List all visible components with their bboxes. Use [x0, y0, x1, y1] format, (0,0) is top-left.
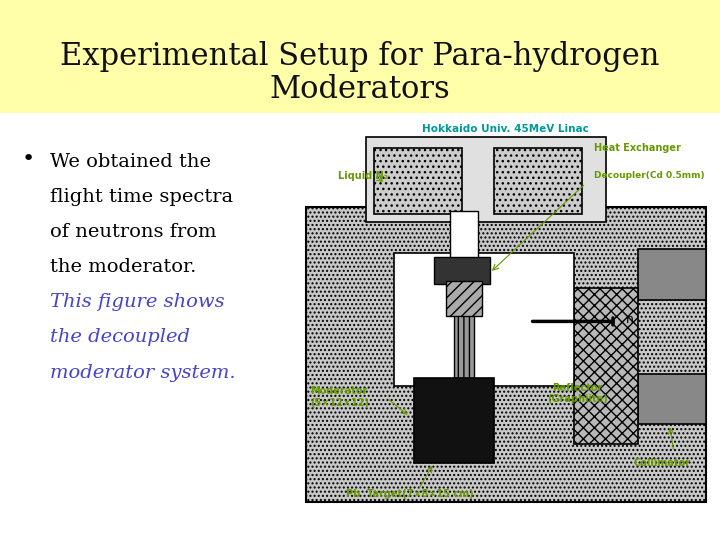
- Text: •: •: [22, 149, 35, 170]
- Text: Experimental Setup for Para-hydrogen: Experimental Setup for Para-hydrogen: [60, 41, 660, 72]
- Bar: [446, 281, 482, 315]
- Bar: [638, 374, 706, 424]
- Text: the decoupled: the decoupled: [50, 328, 190, 347]
- Bar: [306, 207, 706, 502]
- Bar: [494, 148, 582, 214]
- Bar: [638, 249, 706, 300]
- Text: Hokkaido Univ. 45MeV Linac: Hokkaido Univ. 45MeV Linac: [423, 124, 589, 134]
- Text: n: n: [626, 313, 634, 326]
- Bar: [394, 253, 574, 386]
- Text: Reflector
(Graphiite): Reflector (Graphiite): [547, 382, 608, 404]
- Text: Pb  Target(7×8×15 cm): Pb Target(7×8×15 cm): [346, 489, 474, 500]
- Text: Decoupler(Cd 0.5mm): Decoupler(Cd 0.5mm): [594, 171, 704, 180]
- Bar: [374, 148, 462, 214]
- Text: of neutrons from: of neutrons from: [50, 223, 217, 241]
- Text: We obtained the: We obtained the: [50, 153, 212, 171]
- Bar: [434, 257, 490, 285]
- Bar: [454, 312, 474, 386]
- Text: flight time spectra: flight time spectra: [50, 188, 233, 206]
- Text: This figure shows: This figure shows: [50, 293, 225, 312]
- Text: moderator system.: moderator system.: [50, 363, 236, 382]
- Text: Moderator
(5×12×12): Moderator (5×12×12): [310, 387, 369, 408]
- Bar: [366, 137, 606, 222]
- Bar: [450, 211, 478, 265]
- Text: Moderators: Moderators: [269, 73, 451, 105]
- Bar: [414, 378, 494, 463]
- Bar: [0, 0, 720, 113]
- Text: Liquid N₂: Liquid N₂: [338, 171, 388, 180]
- Text: Collimator: Collimator: [634, 458, 690, 468]
- Bar: [574, 288, 638, 444]
- Text: the moderator.: the moderator.: [50, 258, 197, 276]
- Text: Heat Exchanger: Heat Exchanger: [594, 144, 680, 153]
